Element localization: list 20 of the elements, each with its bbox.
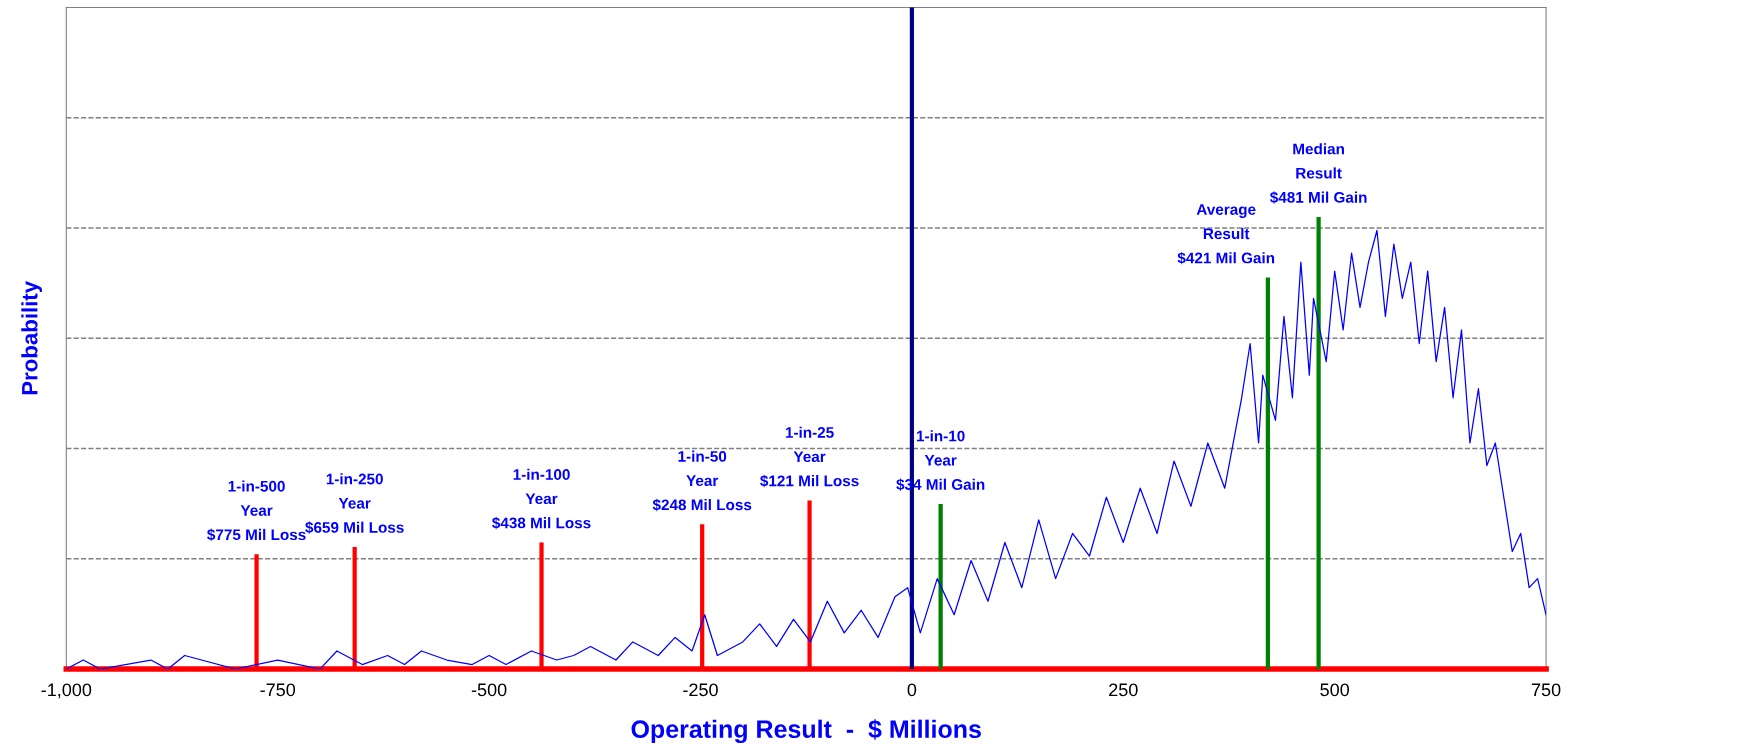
x-axis-title: Operating Result - $ Millions bbox=[631, 719, 981, 744]
annotation: 1-in-500 Year $775 Mil Loss bbox=[207, 480, 306, 542]
x-tick-label: 750 bbox=[1531, 683, 1561, 697]
bar bbox=[938, 504, 943, 670]
annotation: 1-in-50 Year $248 Mil Loss bbox=[652, 450, 752, 512]
x-tick-label: -750 bbox=[260, 683, 296, 697]
annotation: Median Result $481 Mil Gain bbox=[1269, 143, 1367, 204]
x-tick-label: 250 bbox=[1109, 683, 1138, 697]
x-tick-label: 0 bbox=[907, 683, 917, 697]
annotation: 1-in-250 Year $659 Mil Loss bbox=[305, 473, 404, 534]
annotation: 1-in-100 Year $438 Mil Loss bbox=[492, 468, 591, 530]
annotation: Average Result $421 Mil Gain bbox=[1177, 204, 1275, 265]
x-tick-label: -250 bbox=[683, 683, 718, 697]
annotation: 1-in-25 Year $121 Mil Loss bbox=[760, 426, 859, 488]
bar bbox=[1265, 277, 1270, 670]
x-tick-label: -1,000 bbox=[41, 683, 92, 699]
y-axis-title: Probability bbox=[21, 281, 42, 395]
x-tick-label: -500 bbox=[471, 683, 507, 697]
x-tick-label: 500 bbox=[1320, 683, 1350, 697]
bar bbox=[1316, 216, 1321, 670]
